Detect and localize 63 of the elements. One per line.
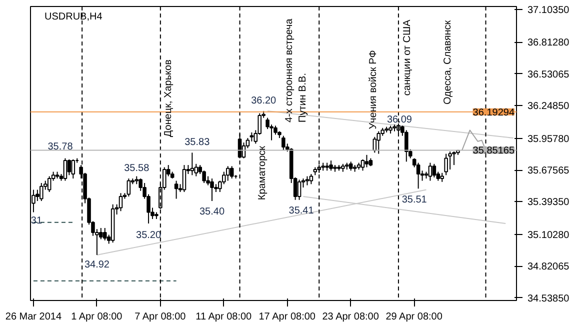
candlestick — [67, 158, 72, 176]
y-tick-label: 36.24850 — [528, 101, 570, 112]
candlestick — [63, 158, 68, 182]
annotation: 31 — [30, 216, 42, 227]
candlestick — [230, 166, 234, 180]
y-tick-label: 35.39350 — [528, 197, 570, 208]
candlestick — [226, 166, 230, 182]
annotation: 35.41 — [288, 205, 314, 216]
annotation: 35.58 — [124, 162, 150, 174]
annotation: 35.20 — [136, 230, 162, 242]
candlestick — [210, 178, 214, 202]
annotation: 36.09 — [386, 114, 412, 126]
annotation: 34.92 — [84, 259, 110, 270]
annotation: Краматорск — [257, 145, 268, 200]
candlestick — [360, 158, 365, 172]
annotation: 36.20 — [251, 95, 277, 106]
x-tick-label: 7 Apr 08:00 — [134, 312, 186, 322]
annotation: 4-х сторонняя встреча Путин В.В. — [284, 18, 308, 123]
annotation: 35.78 — [48, 141, 74, 152]
candlestick — [297, 179, 302, 200]
y-tick-label: 36.81280 — [528, 38, 570, 49]
y-tick-label: 35.95780 — [528, 134, 570, 145]
annotation: санкции от США — [402, 19, 413, 96]
candlestick — [103, 227, 107, 241]
candlestick — [444, 153, 448, 176]
candlestick — [282, 135, 286, 151]
y-tick-label: 36.53065 — [528, 69, 570, 80]
candlestick — [174, 180, 178, 200]
candlestick — [432, 163, 436, 178]
y-tick-label: 35.10280 — [528, 230, 570, 241]
y-tick-label: 37.10350 — [528, 4, 570, 16]
y-tick-label: 34.53850 — [528, 293, 570, 304]
text: USDRUB,H4 — [44, 12, 103, 22]
candlestick — [329, 160, 333, 172]
annotation: 35.83 — [184, 136, 210, 148]
candlestick — [190, 152, 194, 176]
x-tick-label: 11 Apr 08:00 — [196, 312, 252, 322]
candlestick — [376, 130, 381, 154]
candlestick — [452, 151, 456, 166]
candlestick — [309, 174, 314, 185]
annotation: Донецк, Харьков — [162, 60, 174, 138]
y-tick-label: 35.67565 — [528, 166, 570, 177]
candlestick — [47, 176, 52, 193]
candlestick — [364, 154, 369, 168]
x-tick-label: 23 Apr 08:00 — [322, 312, 380, 322]
annotation: Одесса, Славянск — [442, 20, 454, 105]
candlestick — [404, 130, 408, 162]
candlestick — [182, 164, 186, 193]
y-tick-label: 34.82065 — [528, 262, 570, 273]
annotation: 35.51 — [402, 194, 428, 206]
x-tick-label: 29 Apr 08:00 — [386, 312, 443, 322]
x-tick-label: 26 Mar 2014 — [5, 312, 62, 322]
candlestick — [428, 162, 432, 182]
candlestick — [416, 162, 420, 190]
x-tick-label: 17 Apr 08:00 — [258, 312, 316, 322]
candlestick — [118, 192, 123, 212]
candlestick — [126, 178, 131, 198]
candlestick — [71, 158, 76, 180]
ref-line-label: 35.85165 — [472, 146, 515, 157]
annotation: Учения войск РФ — [368, 50, 380, 130]
x-tick-label: 1 Apr 08:00 — [71, 312, 123, 322]
annotation: 35.40 — [199, 206, 225, 218]
candlestick — [40, 182, 44, 202]
